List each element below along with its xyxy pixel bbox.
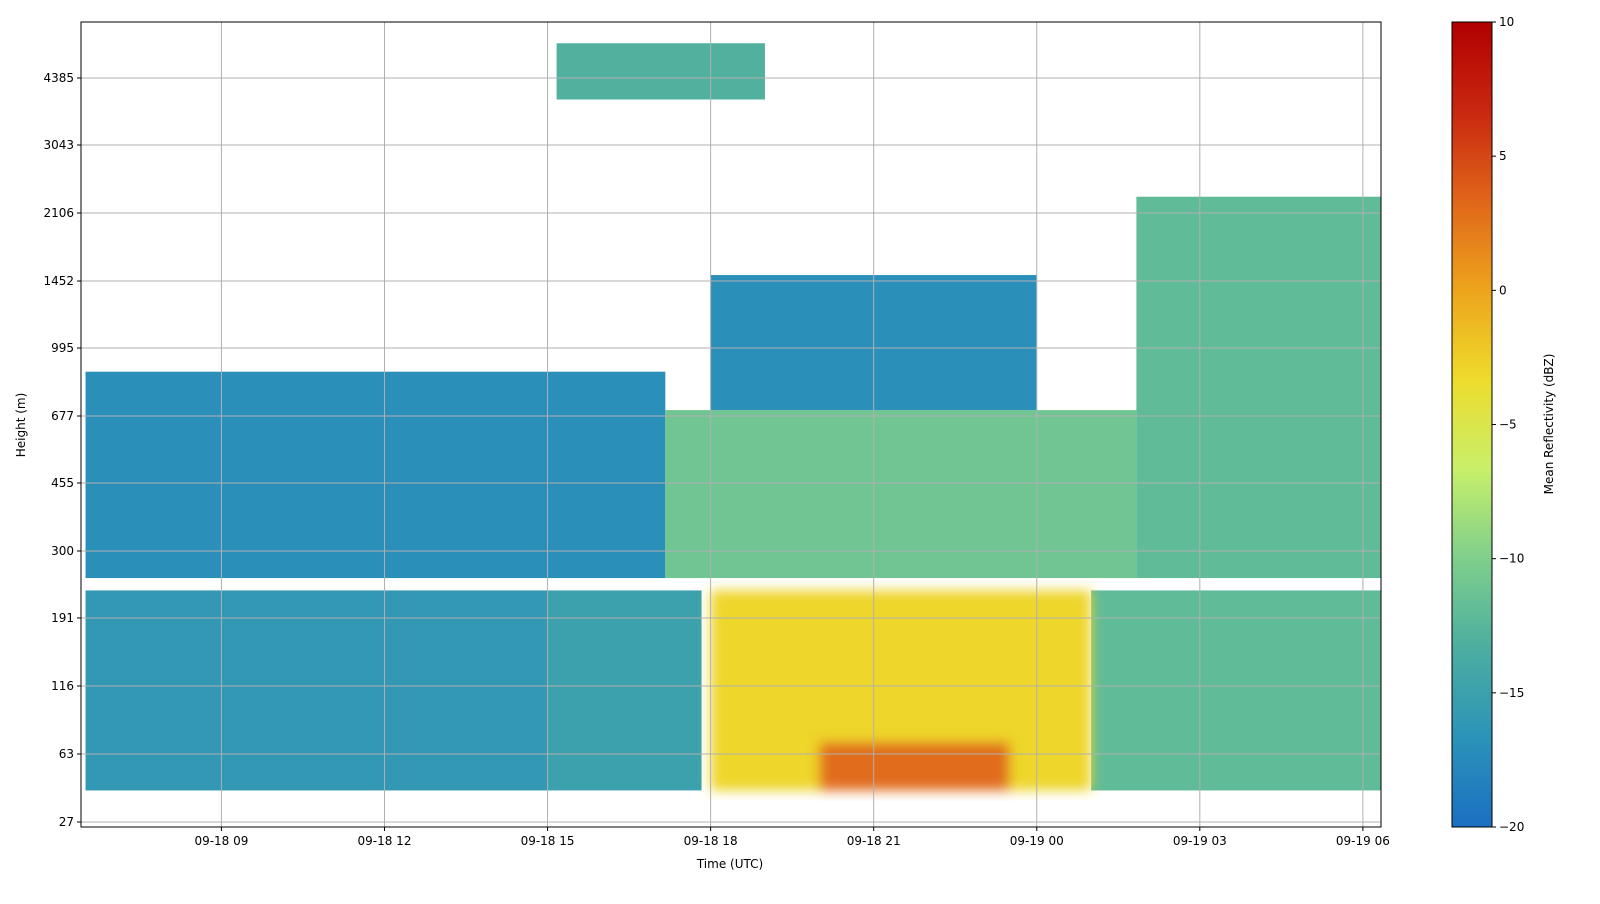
- reflectivity-region: [85, 590, 548, 791]
- reflectivity-region: [556, 43, 765, 100]
- plot-frame: [80, 21, 1382, 828]
- y-tick-label: 4385: [43, 71, 74, 85]
- reflectivity-region: [1136, 196, 1381, 579]
- y-tick-label: 300: [51, 544, 74, 558]
- x-tick-label: 09-18 09: [194, 834, 248, 848]
- y-tick-label: 191: [51, 611, 74, 625]
- y-axis-label: Height (m): [14, 393, 28, 458]
- colorbar-tick-label: −20: [1499, 820, 1524, 834]
- y-tick-label: 3043: [43, 138, 74, 152]
- x-tick-label: 09-18 12: [358, 834, 412, 848]
- colorbar-label: Mean Reflectivity (dBZ): [1542, 354, 1556, 495]
- y-axis-ticks: 27 63 116 191 300 455 677 995 1452 2106 3043 4385: [43, 71, 81, 829]
- colorbar: [1451, 21, 1493, 828]
- x-axis-label: Time (UTC): [696, 857, 763, 871]
- y-tick-label: 995: [51, 341, 74, 355]
- reflectivity-highlights: [710, 590, 1092, 791]
- y-tick-label: 27: [59, 815, 74, 829]
- y-tick-label: 677: [51, 409, 74, 423]
- reflectivity-region: [85, 371, 666, 579]
- x-axis-ticks: 09-18 09 09-18 12 09-18 15 09-18 18 09-18 21…: [194, 827, 1390, 848]
- x-tick-label: 09-19 03: [1173, 834, 1227, 848]
- y-tick-label: 1452: [43, 274, 74, 288]
- colorbar-tick-label: 0: [1499, 283, 1507, 297]
- y-tick-label: 455: [51, 476, 74, 490]
- x-tick-label: 09-18 18: [684, 834, 738, 848]
- x-tick-label: 09-19 06: [1336, 834, 1390, 848]
- reflectivity-cells: [85, 43, 1381, 791]
- y-tick-label: 116: [51, 679, 74, 693]
- x-tick-label: 09-18 21: [847, 834, 901, 848]
- reflectivity-region: [1091, 590, 1381, 791]
- colorbar-tick-label: 10: [1499, 15, 1514, 29]
- colorbar-tick-label: −10: [1499, 552, 1524, 566]
- colorbar-tick-label: −5: [1499, 418, 1517, 432]
- colorbar-ticks: 10 5 0 −5 −10 −15 −20: [1492, 15, 1524, 834]
- x-tick-label: 09-19 00: [1010, 834, 1064, 848]
- y-tick-label: 2106: [43, 206, 74, 220]
- reflectivity-region: [665, 410, 1137, 579]
- plot-area: [85, 43, 1381, 791]
- x-tick-label: 09-18 15: [521, 834, 575, 848]
- reflectivity-region: [819, 742, 1010, 791]
- y-tick-label: 63: [59, 747, 74, 761]
- grid-lines: [81, 22, 1381, 827]
- colorbar-tick-label: 5: [1499, 149, 1507, 163]
- colorbar-tick-label: −15: [1499, 686, 1524, 700]
- reflectivity-region: [547, 590, 702, 791]
